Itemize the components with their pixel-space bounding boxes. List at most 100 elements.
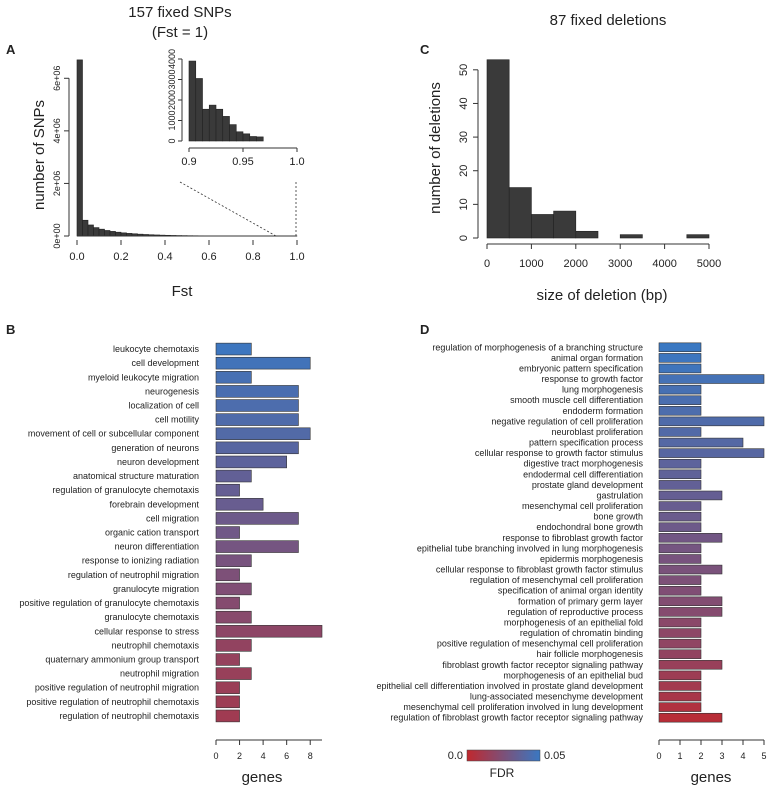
panel-a-letter: A bbox=[6, 42, 16, 57]
inset-x-tick-label: 0.9 bbox=[181, 156, 196, 168]
panel-b-term-label: positive regulation of neutrophil migrat… bbox=[35, 683, 199, 693]
panel-b-bar bbox=[215, 512, 299, 525]
panel-a-x-tick-label: 1.0 bbox=[289, 251, 304, 263]
inset-y-tick-label: 2000 bbox=[167, 90, 177, 110]
panel-d-bar bbox=[658, 617, 702, 628]
panel-d-term-label: mesenchymal cell proliferation bbox=[522, 501, 643, 511]
panel-d-term-label: regulation of mesenchymal cell prolifera… bbox=[470, 575, 643, 585]
panel-d-bar bbox=[658, 691, 702, 702]
inset-bar bbox=[195, 78, 203, 142]
panel-b-bar bbox=[215, 413, 299, 426]
panel-d-bar bbox=[658, 480, 702, 490]
panel-d-term-label: lung morphogenesis bbox=[562, 385, 644, 395]
panel-b-bar bbox=[215, 667, 252, 680]
panel-d-term-label: formation of primary germ layer bbox=[518, 596, 643, 606]
panel-d-bar bbox=[658, 670, 702, 681]
panel-d-term-label: regulation of morphogenesis of a branchi… bbox=[432, 342, 643, 352]
panel-d-bar bbox=[658, 406, 702, 416]
panel-b-term-label: response to ionizing radiation bbox=[82, 556, 199, 566]
panel-d-term-label: negative regulation of cell proliferatio… bbox=[491, 416, 643, 426]
panel-d-term-label: response to growth factor bbox=[541, 374, 643, 384]
inset-bar bbox=[235, 131, 244, 142]
panel-c-y-tick-label: 10 bbox=[458, 198, 470, 210]
inset-bar bbox=[202, 108, 210, 142]
panel-c-title: 87 fixed deletions bbox=[550, 12, 667, 29]
panel-d-bar bbox=[658, 469, 702, 480]
panel-b-letter: B bbox=[6, 322, 15, 337]
panel-d-term-label: smooth muscle cell differentiation bbox=[510, 395, 643, 405]
panel-d-x-tick-label: 2 bbox=[698, 751, 703, 761]
panel-c-bar bbox=[531, 214, 554, 239]
panel-c-bar bbox=[508, 187, 532, 239]
panel-c-x-tick-label: 4000 bbox=[652, 258, 676, 270]
panel-d-bar bbox=[658, 448, 765, 458]
panel-a-bar bbox=[109, 231, 116, 237]
inset-x-tick-label: 1.0 bbox=[289, 156, 304, 168]
panel-b-bar bbox=[215, 427, 311, 440]
panel-c-x-label: size of deletion (bp) bbox=[537, 287, 668, 304]
panel-b-term-label: regulation of granulocyte chemotaxis bbox=[52, 485, 199, 495]
panel-d-term-label: cellular response to fibroblast growth f… bbox=[436, 565, 644, 575]
inset-bar bbox=[242, 133, 251, 142]
panel-c-y-tick-label: 40 bbox=[458, 97, 470, 109]
panel-d-bar bbox=[658, 395, 702, 405]
panel-c-y-label: number of deletions bbox=[427, 82, 444, 214]
panel-d-term-label: bone growth bbox=[593, 512, 643, 522]
panel-b-bar bbox=[215, 639, 252, 652]
panel-a-title: 157 fixed SNPs bbox=[128, 4, 231, 21]
panel-b-bar bbox=[215, 568, 240, 582]
panel-d-x-tick-label: 3 bbox=[719, 751, 724, 761]
inset-bar bbox=[208, 104, 217, 142]
panel-d-term-label: regulation of chromatin binding bbox=[520, 628, 643, 638]
panel-c-histogram: 0 1000 2000 3000 4000 5000 0 10 20 30 40 50 size o… bbox=[427, 59, 721, 304]
panel-a-y-tick-label: 2e+06 bbox=[52, 171, 62, 196]
panel-b-term-label: regulation of neutrophil chemotaxis bbox=[59, 711, 199, 721]
fdr-color-bar bbox=[466, 749, 541, 762]
panel-b-x-tick-label: 6 bbox=[284, 751, 289, 761]
panel-c-x-tick-label: 3000 bbox=[608, 258, 632, 270]
panel-b-bar bbox=[215, 455, 287, 469]
panel-a-x-tick-label: 0.0 bbox=[69, 251, 84, 263]
panel-d-bar bbox=[658, 363, 702, 374]
panel-d-bar bbox=[658, 437, 744, 448]
panel-b-term-label: neurogenesis bbox=[145, 386, 200, 396]
panel-b-bar bbox=[215, 342, 252, 356]
panel-d-term-label: prostate gland development bbox=[532, 480, 644, 490]
panel-b-go-bars: leukocyte chemotaxis cell development myel… bbox=[19, 342, 323, 786]
panel-c-bar bbox=[553, 210, 577, 239]
panel-a-bar bbox=[98, 228, 105, 237]
panel-b-bar bbox=[215, 385, 299, 398]
panel-a-x-tick-label: 0.8 bbox=[245, 251, 260, 263]
panel-d-term-label: endoderm formation bbox=[562, 406, 643, 416]
panel-a-bar bbox=[82, 219, 89, 237]
panel-c-x-tick-label: 0 bbox=[484, 258, 490, 270]
panel-b-term-label: cell motility bbox=[155, 415, 200, 425]
panel-b-bar bbox=[215, 356, 311, 370]
panel-d-bar bbox=[658, 554, 702, 564]
panel-b-term-label: quaternary ammonium group transport bbox=[45, 655, 199, 665]
panel-b-bar bbox=[215, 709, 240, 723]
panel-b-term-label: granulocyte chemotaxis bbox=[104, 612, 199, 622]
inset-y-tick-label: 4000 bbox=[167, 49, 177, 69]
panel-b-term-label: cellular response to stress bbox=[94, 626, 199, 636]
panel-b-term-label: regulation of neutrophil migration bbox=[68, 570, 199, 580]
fdr-max-label: 0.05 bbox=[544, 750, 565, 762]
panel-b-bar bbox=[215, 483, 240, 497]
inset-bar bbox=[256, 136, 264, 142]
panel-b-term-label: myeloid leukocyte migration bbox=[88, 372, 199, 382]
panel-d-bar bbox=[658, 490, 723, 501]
panel-d-bar bbox=[658, 533, 723, 543]
panel-a-y-tick-label: 0e+00 bbox=[52, 223, 62, 248]
panel-d-term-label: embryonic pattern specification bbox=[519, 363, 643, 373]
zoom-guide-left bbox=[179, 181, 277, 237]
panel-d-bar bbox=[658, 427, 702, 437]
panel-d-bar bbox=[658, 501, 702, 511]
panel-b-bar bbox=[215, 540, 299, 553]
panel-d-term-label: cellular response to growth factor stimu… bbox=[475, 448, 644, 458]
panel-d-bar bbox=[658, 702, 702, 712]
panel-b-term-label: positive regulation of neutrophil chemot… bbox=[26, 697, 199, 707]
panel-b-term-label: leukocyte chemotaxis bbox=[113, 344, 200, 354]
panel-b-bar bbox=[215, 441, 299, 455]
